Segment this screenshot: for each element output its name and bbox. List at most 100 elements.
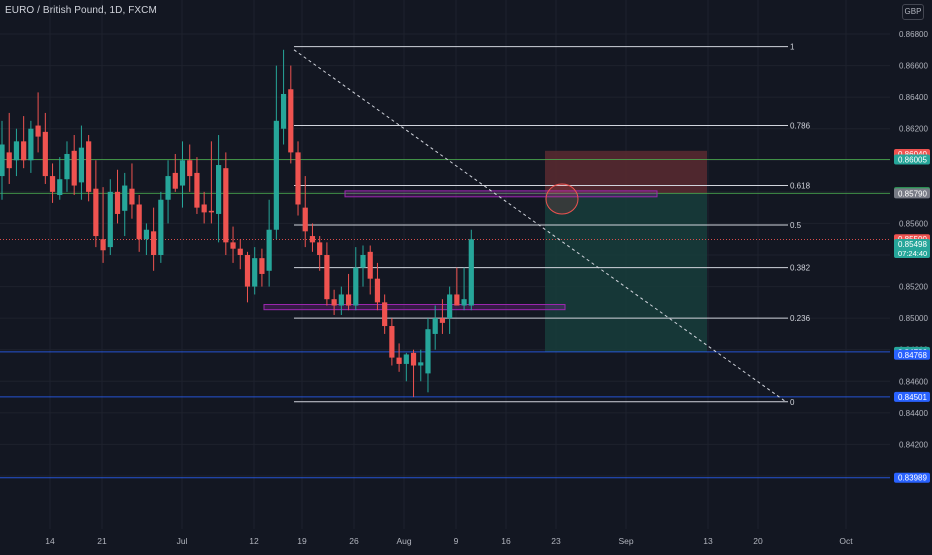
candle-body-down[interactable]	[345, 294, 352, 306]
candle-body-down[interactable]	[259, 258, 265, 274]
candle-body-up[interactable]	[338, 294, 344, 306]
candle-body-down[interactable]	[324, 255, 330, 300]
price-tag[interactable]	[894, 188, 930, 199]
candle-body-down[interactable]	[151, 231, 157, 255]
candle-body-up[interactable]	[158, 199, 164, 255]
price-tag[interactable]	[894, 391, 930, 402]
candle-body-down[interactable]	[389, 326, 395, 358]
candle-body-down[interactable]	[21, 141, 27, 161]
candle-body-down[interactable]	[439, 318, 446, 323]
fib-level-label: 0	[790, 398, 795, 407]
candle-body-down[interactable]	[35, 125, 41, 137]
candle-body-up[interactable]	[64, 153, 70, 180]
entry-circle-annotation[interactable]	[545, 183, 579, 215]
fib-level-label: 0.236	[790, 314, 811, 323]
candle-body-down[interactable]	[93, 188, 99, 237]
y-axis-tick-label: 0.86800	[899, 30, 928, 39]
candle-body-down[interactable]	[237, 248, 243, 255]
currency-badge[interactable]: GBP	[902, 4, 924, 20]
support-zone-rect[interactable]	[263, 304, 566, 311]
candle-body-up[interactable]	[122, 185, 128, 211]
price-tag[interactable]	[894, 238, 930, 258]
candle-body-down[interactable]	[374, 278, 381, 303]
candle-body-down[interactable]	[295, 152, 301, 205]
candle-body-down[interactable]	[71, 150, 77, 186]
price-tag-label: 0.86040	[898, 150, 927, 159]
candle-body-down[interactable]	[331, 299, 337, 306]
candle-body-up[interactable]	[107, 191, 113, 248]
candle-body-up[interactable]	[280, 93, 287, 129]
stop-loss-zone[interactable]	[545, 150, 707, 194]
candle-body-up[interactable]	[425, 329, 431, 374]
candle-body-down[interactable]	[230, 242, 236, 249]
candle-body-up[interactable]	[216, 165, 222, 214]
x-axis-tick-label: 20	[753, 536, 763, 546]
support-zone-rect[interactable]	[344, 190, 658, 198]
price-tag-label: 0.84768	[898, 351, 927, 360]
x-axis-tick-label: 19	[297, 536, 307, 546]
candle-body-down[interactable]	[49, 176, 56, 192]
candle-body-up[interactable]	[418, 362, 424, 366]
y-axis-tick-label: 0.86400	[899, 93, 928, 102]
candle-body-down[interactable]	[136, 204, 142, 240]
candle-body-up[interactable]	[266, 229, 272, 271]
candle-body-down[interactable]	[288, 89, 294, 153]
candle-body-down[interactable]	[172, 172, 178, 189]
trend-line[interactable]	[293, 49, 787, 403]
y-axis-tick-label: 0.86200	[899, 125, 928, 134]
x-axis-tick-label: 16	[501, 536, 511, 546]
candle-body-down[interactable]	[454, 294, 460, 306]
x-axis-tick-label: 21	[97, 536, 107, 546]
x-axis-tick-label: 26	[349, 536, 359, 546]
price-tag-label: 0.83989	[898, 474, 927, 483]
candle-body-up[interactable]	[143, 229, 149, 240]
candle-body-up[interactable]	[57, 179, 63, 196]
candle-body-up[interactable]	[432, 318, 438, 334]
candle-body-down[interactable]	[410, 352, 417, 366]
candle-body-up[interactable]	[252, 258, 258, 287]
candle-body-down[interactable]	[100, 239, 106, 251]
candle-body-down[interactable]	[114, 191, 121, 214]
candle-body-down[interactable]	[6, 152, 12, 169]
candle-body-down[interactable]	[223, 168, 229, 243]
candle-body-up[interactable]	[447, 294, 453, 319]
candle-body-up[interactable]	[0, 144, 5, 177]
x-axis-tick-label: 23	[551, 536, 561, 546]
candle-body-down[interactable]	[317, 242, 323, 255]
candle-body-up[interactable]	[179, 160, 186, 186]
candle-body-down[interactable]	[208, 210, 214, 213]
candle-body-up[interactable]	[13, 141, 20, 161]
price-tag[interactable]	[894, 349, 930, 360]
candle-body-up[interactable]	[28, 128, 34, 161]
candle-body-down[interactable]	[382, 302, 388, 327]
candle-body-down[interactable]	[396, 357, 402, 364]
candle-body-down[interactable]	[194, 172, 200, 208]
candle-body-down[interactable]	[309, 236, 316, 243]
candle-body-down[interactable]	[201, 204, 207, 213]
candle-body-down[interactable]	[42, 131, 48, 177]
candle-body-up[interactable]	[165, 176, 171, 200]
candle-body-down[interactable]	[302, 207, 308, 232]
candle-body-up[interactable]	[468, 239, 474, 306]
price-tag[interactable]	[894, 154, 930, 165]
candle-body-up[interactable]	[273, 120, 279, 230]
candle-body-up[interactable]	[360, 255, 366, 268]
candle-body-down[interactable]	[187, 160, 193, 177]
candle-body-up[interactable]	[461, 299, 467, 306]
candle-body-down[interactable]	[367, 251, 373, 279]
x-axis-tick-label: 12	[249, 536, 259, 546]
candle-body-up[interactable]	[78, 147, 85, 183]
take-profit-zone[interactable]	[545, 193, 707, 352]
price-tag[interactable]	[894, 472, 930, 483]
candle-body-down[interactable]	[86, 141, 92, 192]
x-axis-tick-label: Jul	[177, 536, 188, 546]
fib-level-label: 1	[790, 43, 795, 52]
candle-body-up[interactable]	[353, 267, 359, 306]
candle-body-up[interactable]	[403, 354, 409, 364]
candle-body-down[interactable]	[129, 188, 135, 205]
candle-body-down[interactable]	[244, 255, 251, 287]
y-axis-tick-label: 0.85000	[899, 314, 928, 323]
x-axis-tick-label: Sep	[618, 536, 633, 546]
